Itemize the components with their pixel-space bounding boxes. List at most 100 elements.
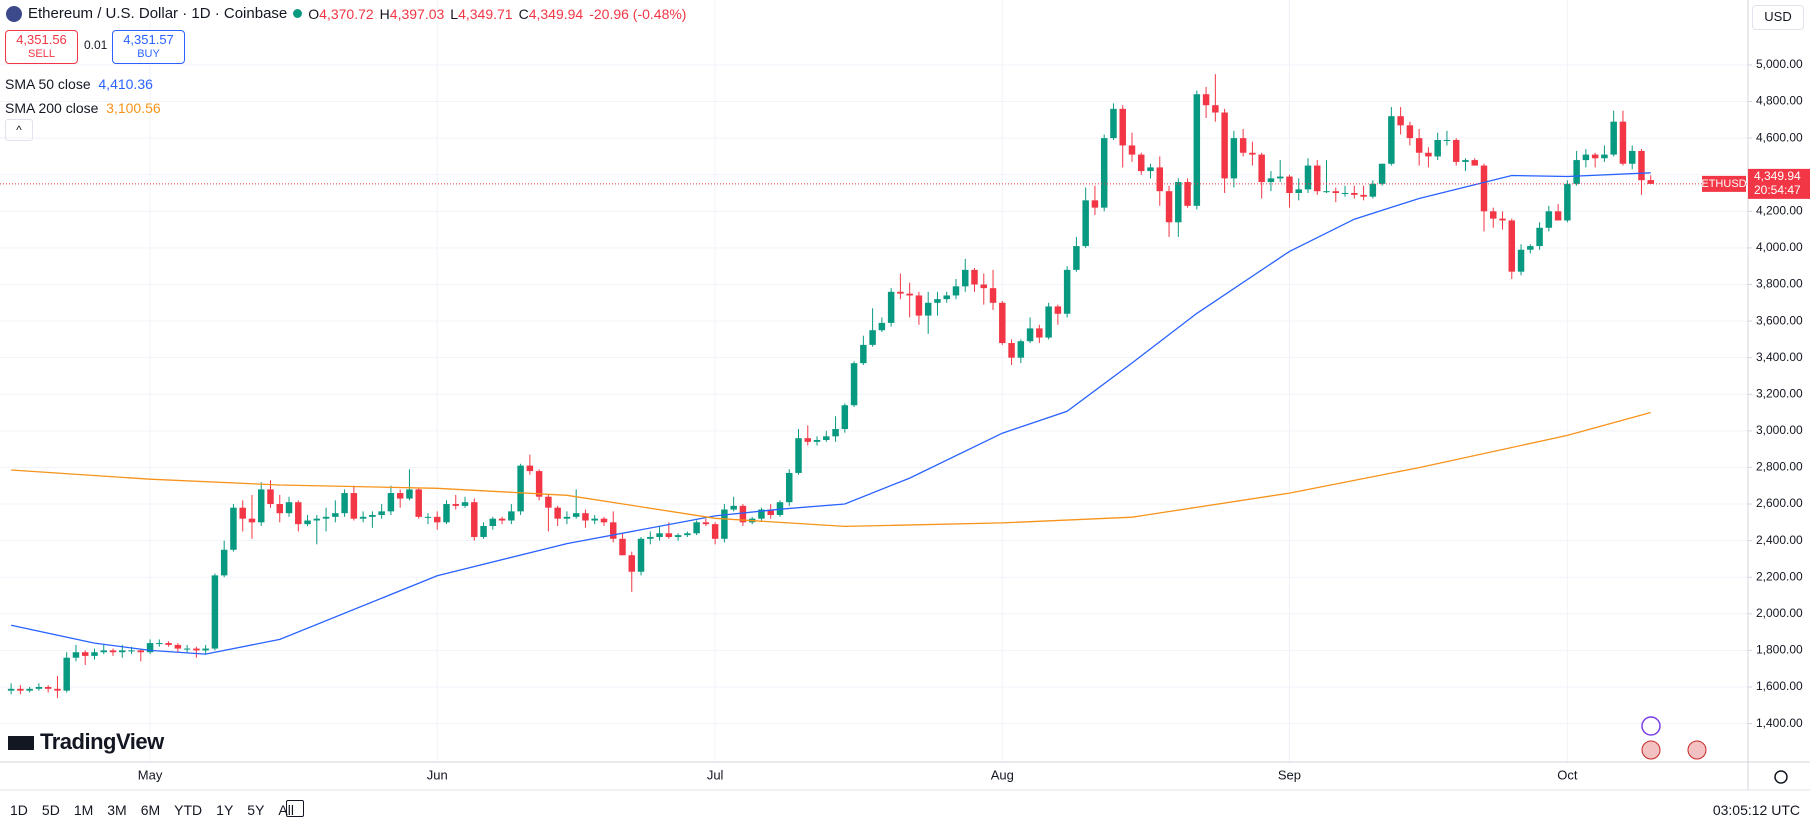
candle-body xyxy=(424,516,432,518)
event-flag[interactable] xyxy=(1641,740,1661,760)
candle-body xyxy=(1527,246,1534,250)
candle-body xyxy=(508,511,515,521)
candle-body xyxy=(795,438,802,473)
candle-body xyxy=(248,518,256,523)
candle-body xyxy=(1165,191,1173,223)
indicator-value: 3,100.56 xyxy=(106,100,161,116)
candle-body xyxy=(906,293,913,296)
candle-body xyxy=(220,549,228,576)
candle-body xyxy=(313,518,321,521)
indicator: SMA 200 close 3,100.56 xyxy=(5,96,161,120)
candle-body xyxy=(989,288,997,303)
candle-body xyxy=(850,363,858,406)
range-button[interactable]: 1D xyxy=(10,802,28,818)
candle-body xyxy=(239,507,246,519)
logo-mark xyxy=(8,736,34,751)
candle-body xyxy=(100,650,107,653)
candle-body xyxy=(711,524,719,539)
candle-body xyxy=(350,493,358,519)
buy-price: 4,351.57 xyxy=(123,32,174,47)
candle-body xyxy=(1341,193,1349,195)
range-button[interactable]: 1Y xyxy=(216,802,234,818)
candle-body xyxy=(1378,163,1386,184)
candle-body xyxy=(146,643,154,653)
ohlc-item: C4,349.94 xyxy=(519,6,584,22)
last-price-bg xyxy=(1748,168,1810,199)
candle-body xyxy=(943,295,950,300)
candle-body xyxy=(952,286,960,296)
ohlc-key: H xyxy=(379,5,390,22)
candle-body xyxy=(582,513,589,521)
ohlc-value: 4,397.03 xyxy=(389,5,445,22)
y-tick-label: 3,200.00 xyxy=(1756,386,1803,400)
candle-body xyxy=(119,650,126,653)
candle-body xyxy=(1239,138,1247,153)
candle-body xyxy=(702,522,710,525)
currency-button[interactable]: USD xyxy=(1752,5,1804,30)
range-button[interactable]: 3M xyxy=(107,802,127,818)
settings-icon[interactable] xyxy=(1774,770,1788,784)
candle-body xyxy=(841,405,849,430)
ohlc-item: O4,370.72 xyxy=(308,6,373,22)
candle-body xyxy=(267,489,274,505)
candle-body xyxy=(1304,165,1312,190)
candle-body xyxy=(924,302,932,316)
ohlc-value: 4,349.94 xyxy=(528,5,584,22)
candle-body xyxy=(1490,211,1497,219)
candle-body xyxy=(1619,121,1627,164)
ohlc-value: 4,349.71 xyxy=(458,5,513,22)
candle-body xyxy=(1610,121,1617,155)
candle-body xyxy=(823,436,830,441)
y-tick-label: 1,800.00 xyxy=(1756,643,1803,657)
candle-body xyxy=(285,502,293,514)
candle-body xyxy=(359,516,367,519)
candle-body xyxy=(1091,200,1099,208)
sell-button[interactable]: 4,351.56 SELL xyxy=(5,30,78,64)
buy-label: BUY xyxy=(137,48,160,60)
candle-body xyxy=(81,652,89,656)
range-button[interactable]: 1M xyxy=(73,802,94,818)
event-icon[interactable] xyxy=(1641,716,1661,736)
candle-body xyxy=(1517,249,1525,272)
y-tick-label: 2,600.00 xyxy=(1756,496,1803,510)
candle-body xyxy=(1026,328,1034,342)
ohlc-key: L xyxy=(450,5,459,22)
candle-body xyxy=(1286,176,1293,194)
market-status xyxy=(293,9,303,18)
buy-button[interactable]: 4,351.57 BUY xyxy=(112,30,185,64)
candle-body xyxy=(1193,94,1201,206)
logo-text: TradingView xyxy=(40,729,164,754)
candle-body xyxy=(1564,183,1571,221)
collapse-button[interactable]: ^ xyxy=(5,119,33,141)
candle-body xyxy=(1628,150,1636,164)
event-flag[interactable] xyxy=(1687,740,1707,760)
candle-body xyxy=(600,518,608,523)
range-toolbar: 1D 5D 1M 3M 6M YTD 1Y 5Y All xyxy=(10,802,294,818)
candle-body xyxy=(1054,306,1062,314)
range-button[interactable]: 5Y xyxy=(247,802,265,818)
candle-body xyxy=(433,516,441,523)
candle-body xyxy=(1425,152,1432,157)
candle-body xyxy=(1221,112,1228,179)
range-button[interactable]: YTD xyxy=(174,802,203,818)
candle-body xyxy=(1480,165,1488,212)
last-price-label: 4,349.94 xyxy=(1754,169,1801,183)
candle-body xyxy=(1601,154,1608,159)
y-tick-label: 5,000.00 xyxy=(1756,57,1803,71)
y-tick-label: 3,800.00 xyxy=(1756,277,1803,291)
candle-body xyxy=(1388,116,1395,164)
ohlc-item: H4,397.03 xyxy=(380,6,445,22)
candle-body xyxy=(387,493,395,512)
indicator-value: 4,410.36 xyxy=(98,76,153,92)
range-button[interactable]: 6M xyxy=(140,802,161,818)
candle-body xyxy=(878,322,886,331)
candle-body xyxy=(1212,105,1219,113)
calendar-icon[interactable] xyxy=(286,800,304,817)
candle-body xyxy=(137,650,145,653)
range-button[interactable]: 5D xyxy=(41,802,60,818)
candle-body xyxy=(54,688,61,691)
candle-body xyxy=(63,657,70,691)
candle-body xyxy=(1647,180,1654,184)
ohlc-value: 4,370.72 xyxy=(319,5,374,22)
candle-body xyxy=(304,520,311,525)
